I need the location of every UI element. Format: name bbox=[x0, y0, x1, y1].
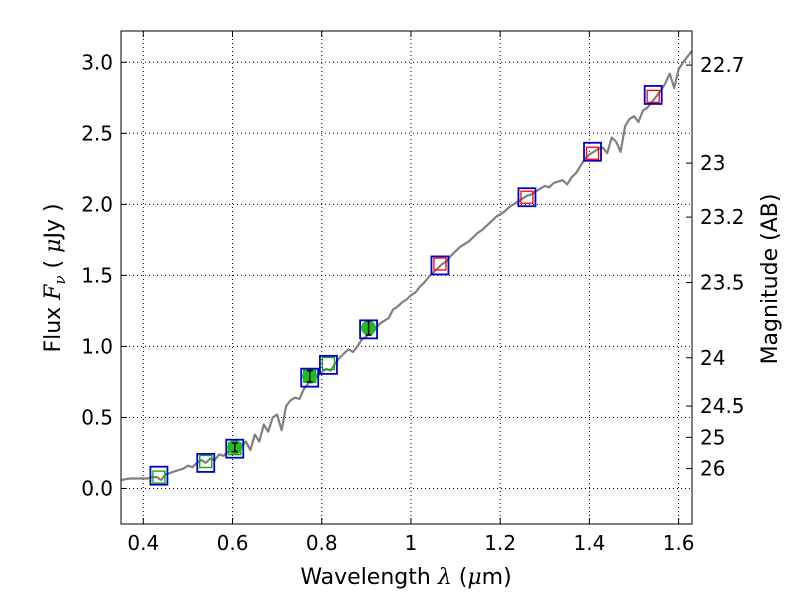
y-tick-label: 0.0 bbox=[81, 476, 113, 500]
filter-box bbox=[359, 319, 378, 340]
y-tick-label: 0.5 bbox=[81, 405, 113, 429]
y2-tick-label: 24 bbox=[700, 346, 725, 370]
model-square-red bbox=[433, 257, 447, 271]
y-tick-label: 2.5 bbox=[81, 121, 113, 145]
x-tick-label: 1 bbox=[405, 531, 418, 555]
model-square-green bbox=[321, 356, 336, 371]
filter-box bbox=[430, 255, 450, 276]
model-square-red bbox=[520, 190, 534, 204]
filter-box bbox=[300, 367, 320, 388]
grid-lines bbox=[121, 31, 692, 524]
filter-box bbox=[319, 354, 338, 375]
filter-box bbox=[196, 453, 216, 473]
x-tick-label: 0.6 bbox=[217, 531, 249, 555]
x-tick-label: 1.2 bbox=[484, 531, 516, 555]
y2-tick-label: 23.5 bbox=[700, 270, 745, 294]
x-tick-label: 0.8 bbox=[306, 531, 338, 555]
filter-box bbox=[149, 465, 169, 486]
plot-frame bbox=[120, 30, 693, 525]
x-tick-label: 1.4 bbox=[573, 531, 605, 555]
y2-tick-label: 26 bbox=[700, 457, 725, 481]
model-square-green bbox=[152, 470, 166, 484]
y-axis-label: Flux Fν ( μJy ) bbox=[41, 203, 69, 352]
filter-box bbox=[643, 85, 663, 105]
x-tick-label: 1.6 bbox=[663, 531, 695, 555]
y2-tick-label: 25 bbox=[700, 425, 725, 449]
x-axis-label: Wavelength λ (μm) bbox=[300, 565, 511, 590]
model-square-red bbox=[646, 89, 660, 104]
spectrum-line bbox=[121, 50, 692, 482]
filter-box bbox=[517, 187, 537, 208]
y-tick-label: 3.0 bbox=[81, 50, 113, 74]
axis-ticks: 0.4 0.6 0.8 1 1.2 1.4 1.6 0.0 0.5 1.0 1.5 2.0 2.5 3.0… bbox=[81, 31, 745, 555]
filter-box bbox=[583, 141, 602, 162]
model-square-green bbox=[199, 454, 213, 469]
y2-tick-label: 23.2 bbox=[700, 205, 745, 229]
y2-tick-label: 22.7 bbox=[700, 53, 745, 77]
filter-box bbox=[225, 438, 245, 459]
y-tick-label: 1.5 bbox=[81, 263, 113, 287]
y-tick-label: 1.0 bbox=[81, 334, 113, 358]
y-tick-label: 2.0 bbox=[81, 192, 113, 216]
x-tick-label: 0.4 bbox=[127, 531, 159, 555]
y2-axis-label: Magnitude (AB) bbox=[758, 194, 783, 365]
y2-tick-label: 23 bbox=[700, 151, 725, 175]
model-square-red bbox=[585, 146, 600, 160]
y2-tick-label: 24.5 bbox=[700, 394, 745, 418]
